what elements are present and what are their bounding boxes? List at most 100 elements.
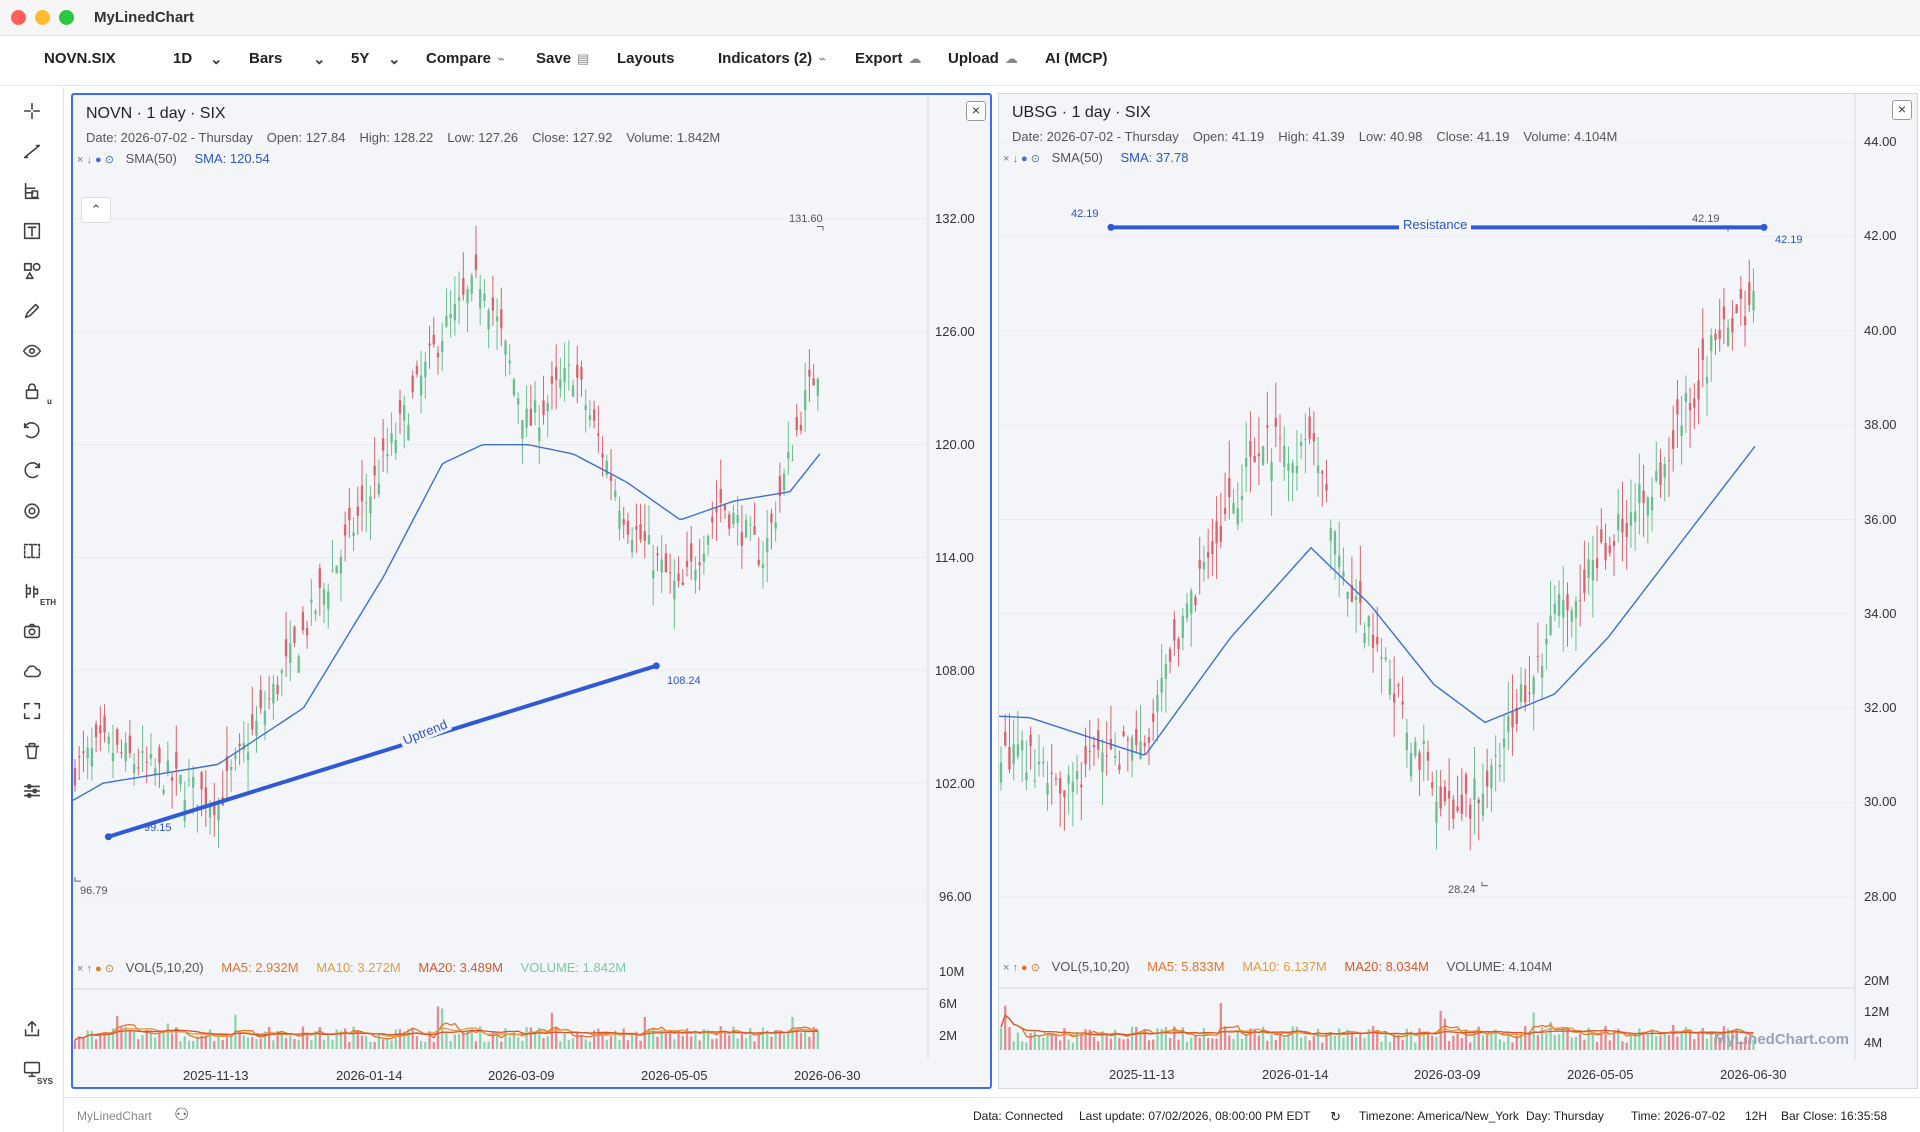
high-marker-label: 131.60 xyxy=(789,213,823,225)
range-chevron-down-icon[interactable]: ⌄ xyxy=(388,51,401,68)
range-button[interactable]: 5Y xyxy=(351,50,370,67)
volume-bar xyxy=(217,1032,220,1049)
status-timezone[interactable]: Timezone: America/New_York xyxy=(1359,1109,1519,1123)
refresh-icon[interactable]: ↻ xyxy=(1330,1109,1341,1124)
price-tick: 40.00 xyxy=(1864,323,1897,338)
volume-bar xyxy=(1156,1028,1159,1050)
candle-body-down xyxy=(1718,329,1721,339)
undo-button[interactable] xyxy=(14,415,50,447)
volume-bar xyxy=(1443,1018,1447,1050)
candle-body-up xyxy=(1261,446,1265,465)
interval-button[interactable]: 1D xyxy=(173,50,193,67)
minimize-window-button[interactable] xyxy=(35,10,50,25)
screenshot-button[interactable] xyxy=(14,615,50,647)
ohlc-close: Close: 127.92 xyxy=(532,130,613,145)
volume-bar xyxy=(1325,1034,1328,1050)
chart-panel-ubsg[interactable]: UBSG · 1 day · SIX × Date: 2026-07-02 - … xyxy=(998,93,1918,1089)
volume-bar xyxy=(1591,1034,1595,1050)
candle-body-up xyxy=(1346,592,1349,599)
delete-drawings-button[interactable] xyxy=(14,735,50,767)
indicators-button[interactable]: Indicators (2) ⌁ xyxy=(718,50,826,67)
novn-chart-canvas[interactable] xyxy=(73,95,990,1087)
candle-body-up xyxy=(1519,684,1523,702)
system-monitor-button[interactable] xyxy=(14,1053,50,1085)
volume-bar xyxy=(1397,1034,1400,1050)
candle-body-down xyxy=(1198,559,1201,569)
high-marker xyxy=(817,226,824,231)
volume-bar xyxy=(1583,1039,1586,1050)
volume-bar xyxy=(1490,1033,1493,1050)
volume-bar xyxy=(732,1026,735,1049)
share-button[interactable] xyxy=(14,1013,50,1045)
volume-bar xyxy=(1705,1038,1709,1050)
lock-toggle[interactable] xyxy=(14,375,50,407)
candle-body-down xyxy=(213,804,216,816)
candle-body-down xyxy=(1063,790,1066,798)
split-view-button[interactable] xyxy=(14,535,50,567)
visibility-toggle[interactable] xyxy=(14,335,50,367)
close-panel-button[interactable]: × xyxy=(966,101,986,121)
vol-controls-icon[interactable]: × ↑ ● ⊙ xyxy=(77,963,114,975)
sma-controls-icon[interactable]: × ↓ ● ⊙ xyxy=(77,154,114,166)
candle-body-up xyxy=(559,379,562,389)
export-button[interactable]: Export ☁ xyxy=(855,50,922,67)
fib-tool[interactable] xyxy=(14,175,50,207)
status-hour-format[interactable]: 12H xyxy=(1745,1109,1768,1123)
save-button[interactable]: Save ▤ xyxy=(536,50,589,67)
upload-button[interactable]: Upload ☁ xyxy=(948,50,1018,67)
volume-bar xyxy=(1245,1034,1248,1050)
candle-body-down xyxy=(1524,685,1527,703)
chart-style-button[interactable]: Bars xyxy=(249,50,283,67)
compare-button[interactable]: Compare ⌁ xyxy=(426,50,505,67)
interval-chevron-down-icon[interactable]: ⌄ xyxy=(210,51,223,68)
collapse-legend-button[interactable]: ⌃ xyxy=(81,197,111,223)
volume-bar xyxy=(1680,1033,1683,1050)
volume-bar xyxy=(293,1038,296,1049)
sma-controls-icon[interactable]: × ↓ ● ⊙ xyxy=(1003,153,1040,165)
low-marker xyxy=(1481,881,1488,887)
text-tool[interactable] xyxy=(14,215,50,247)
shapes-tool[interactable] xyxy=(14,255,50,287)
settings-button[interactable] xyxy=(14,495,50,527)
object-tree-button[interactable] xyxy=(14,775,50,807)
ubsg-chart-canvas[interactable] xyxy=(999,94,1917,1088)
volume-bar xyxy=(78,1036,81,1049)
candle-body-up xyxy=(538,427,541,442)
vol-controls-icon[interactable]: × ↑ ● ⊙ xyxy=(1003,962,1040,974)
volume-bar xyxy=(1249,1028,1252,1050)
candle-body-down xyxy=(698,562,701,566)
fullscreen-button[interactable] xyxy=(14,695,50,727)
maximize-window-button[interactable] xyxy=(59,10,74,25)
volume-bar xyxy=(356,1030,359,1049)
chart-style-chevron-down-icon[interactable]: ⌄ xyxy=(313,51,326,68)
ai-mcp-button[interactable]: AI (MCP) xyxy=(1045,50,1108,67)
user-icon[interactable]: ⚇ xyxy=(174,1105,190,1124)
crosshair-tool[interactable] xyxy=(14,95,50,127)
brush-tool[interactable] xyxy=(14,295,50,327)
volume-bar xyxy=(1067,1039,1070,1050)
close-window-button[interactable] xyxy=(11,10,26,25)
extended-hours-button[interactable] xyxy=(14,575,50,607)
cloud-button[interactable] xyxy=(14,655,50,687)
low-marker-label: 28.24 xyxy=(1448,884,1476,896)
volume-bar xyxy=(175,1027,178,1049)
volume-bar xyxy=(1473,1032,1476,1050)
sys-sub-label: SYS xyxy=(37,1077,54,1086)
volume-bar xyxy=(757,1035,760,1049)
candle-body-up xyxy=(208,805,212,818)
volume-bar xyxy=(1452,1035,1455,1050)
redo-button[interactable] xyxy=(14,455,50,487)
symbol-search-button[interactable]: NOVN.SIX xyxy=(44,50,116,67)
trendline-tool[interactable] xyxy=(14,135,50,167)
volume-bar xyxy=(1177,1039,1180,1050)
candle-body-up xyxy=(1156,694,1159,712)
candle-body-up xyxy=(744,519,748,538)
candle-body-down xyxy=(128,735,132,754)
candle-body-up xyxy=(1540,665,1544,678)
volume-bar xyxy=(462,1031,465,1049)
layouts-button[interactable]: Layouts xyxy=(617,50,675,67)
volume-bar xyxy=(1672,1024,1675,1050)
close-panel-button[interactable]: × xyxy=(1892,100,1912,120)
volume-bar xyxy=(1431,1035,1434,1050)
chart-panel-novn[interactable]: NOVN · 1 day · SIX × Date: 2026-07-02 - … xyxy=(71,93,992,1089)
